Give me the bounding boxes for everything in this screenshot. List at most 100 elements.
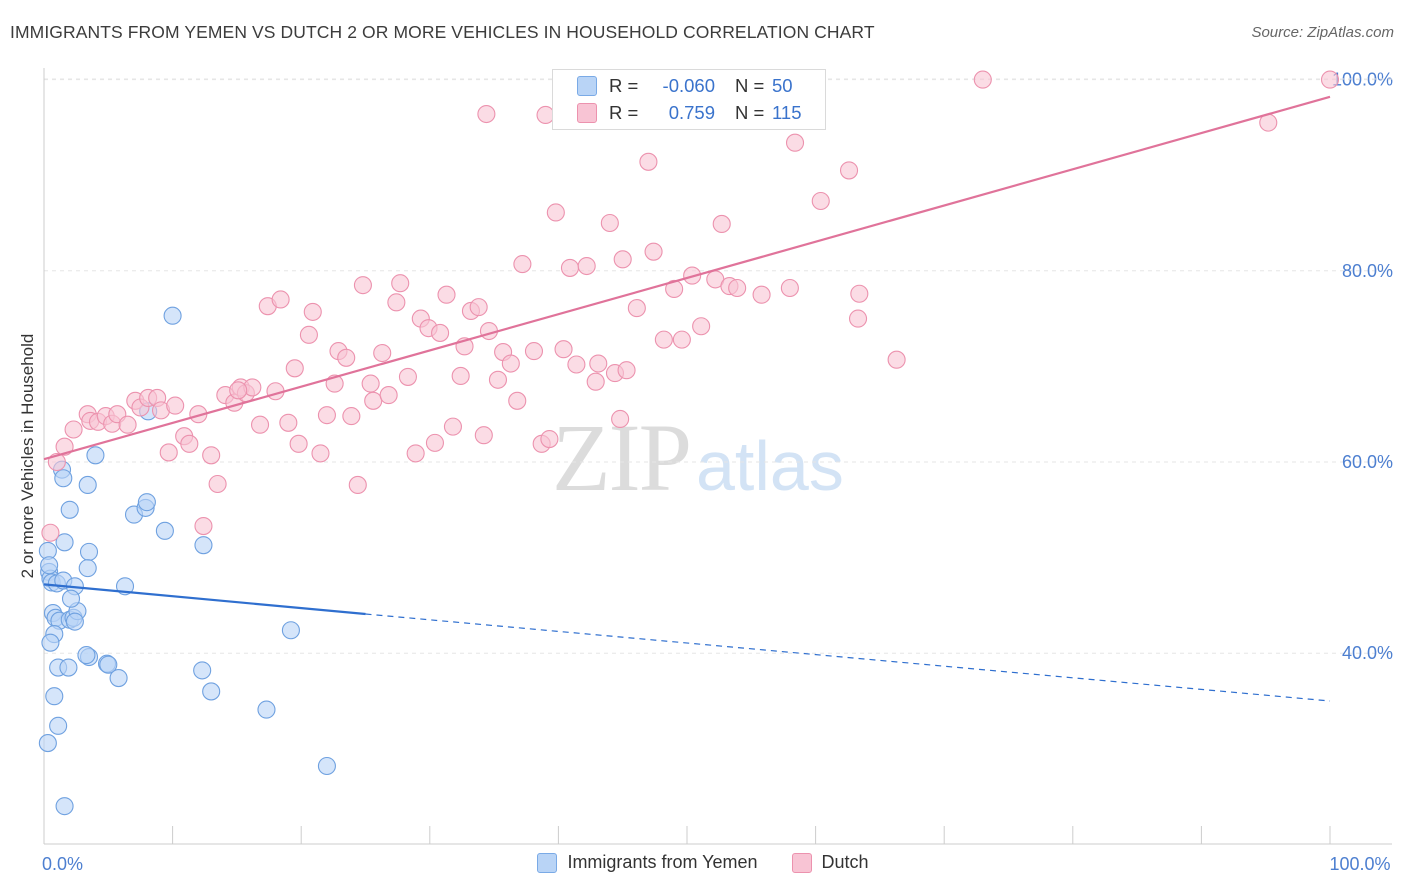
dutch-point: [508, 391, 527, 410]
chart-title: IMMIGRANTS FROM YEMEN VS DUTCH 2 OR MORE…: [10, 22, 875, 42]
dutch-point: [361, 374, 380, 393]
dutch-point: [501, 354, 520, 373]
dutch-point: [811, 191, 830, 211]
yemen-point: [45, 687, 64, 706]
r-label: R =: [609, 102, 639, 123]
yemen-point: [61, 589, 81, 608]
stats-legend: R = -0.060 N = 50 R = 0.759 N = 115: [552, 69, 826, 130]
dutch-point: [379, 386, 398, 405]
yemen-point: [194, 536, 213, 555]
dutch-point: [317, 406, 336, 425]
dutch-point: [289, 434, 308, 453]
yemen-point: [60, 500, 79, 519]
x-tick-label: 0.0%: [42, 854, 83, 874]
yemen-point: [59, 658, 78, 677]
dutch-point: [692, 317, 711, 336]
dutch-point: [250, 415, 270, 434]
dutch-point: [364, 391, 383, 410]
n-value: 50: [772, 75, 793, 96]
dutch-point: [303, 302, 322, 321]
dutch-point: [208, 474, 227, 494]
legend-item-yemen[interactable]: Immigrants from Yemen: [537, 852, 758, 873]
dutch-point: [451, 366, 470, 386]
x-tick-label: 100.0%: [1329, 854, 1390, 874]
yemen-point: [99, 655, 118, 674]
dutch-point: [567, 355, 586, 374]
yemen-point: [155, 521, 174, 540]
dutch-point: [299, 325, 318, 344]
dutch-point: [311, 444, 330, 463]
y-tick-label: 80.0%: [1342, 261, 1393, 281]
dutch-point: [589, 354, 608, 373]
y-tick-label: 100.0%: [1332, 70, 1393, 90]
dutch-point: [166, 396, 185, 415]
dutch-point: [398, 367, 417, 386]
dutch-point: [644, 242, 663, 261]
dutch-point: [202, 446, 221, 465]
dutch-point: [469, 298, 488, 317]
yemen-point: [202, 682, 221, 701]
yemen-trend-line: [43, 583, 366, 616]
dutch-point: [780, 278, 799, 298]
dutch-point: [279, 413, 298, 432]
dutch-point: [560, 258, 580, 277]
legend-item-dutch[interactable]: Dutch: [791, 852, 869, 873]
dutch-point: [64, 420, 83, 439]
dutch-point: [586, 372, 605, 391]
dutch-point: [848, 309, 868, 328]
dutch-point: [540, 430, 559, 449]
dutch-point: [728, 278, 747, 298]
yemen-point: [109, 669, 128, 688]
dutch-swatch: [577, 103, 597, 123]
yemen-point: [78, 475, 97, 494]
yemen-point: [281, 621, 300, 640]
dutch-point: [348, 475, 367, 494]
n-value: 115: [772, 102, 802, 123]
dutch-point: [577, 256, 596, 276]
legend-swatch-yemen: [537, 852, 558, 873]
dutch-point: [639, 152, 658, 171]
dutch-point: [973, 70, 992, 89]
y-tick-label: 60.0%: [1342, 452, 1393, 472]
bottom-legend: Immigrants from Yemen Dutch: [0, 852, 1406, 873]
dutch-point: [617, 361, 636, 380]
dutch-point: [337, 348, 356, 367]
dutch-point: [431, 323, 450, 342]
yemen-point: [86, 446, 105, 465]
dutch-point: [437, 285, 456, 304]
dutch-point: [850, 284, 869, 303]
dutch-point: [712, 214, 731, 234]
yemen-trend-extension: [365, 613, 1331, 702]
yemen-point: [41, 633, 60, 652]
dutch-point: [546, 203, 565, 222]
yemen-point: [54, 469, 73, 488]
dutch-point: [613, 250, 632, 269]
dutch-point: [229, 381, 248, 400]
yemen-point: [137, 493, 156, 512]
dutch-point: [654, 330, 673, 349]
yemen-point: [317, 756, 336, 776]
y-axis-label: 2 or more Vehicles in Household: [18, 333, 37, 579]
dutch-point: [672, 330, 691, 349]
yemen-point: [78, 559, 97, 578]
dutch-point: [271, 290, 290, 309]
dutch-point: [118, 415, 137, 434]
yemen-point: [65, 612, 84, 631]
yemen-point: [79, 542, 99, 561]
dutch-point: [600, 213, 619, 233]
yemen-point: [55, 797, 74, 816]
dutch-point: [477, 104, 496, 124]
dutch-point: [785, 133, 805, 152]
dutch-point: [752, 285, 771, 304]
y-tick-label: 40.0%: [1342, 643, 1393, 663]
legend-swatch-dutch: [791, 852, 812, 873]
yemen-swatch: [577, 76, 597, 96]
source-label: Source: ZipAtlas.com: [1251, 24, 1394, 41]
legend-label-yemen: Immigrants from Yemen: [567, 852, 758, 872]
dutch-point: [159, 443, 178, 462]
dutch-point: [524, 342, 544, 361]
dutch-point: [387, 293, 406, 312]
dutch-point: [180, 434, 199, 453]
dutch-point: [513, 255, 532, 274]
